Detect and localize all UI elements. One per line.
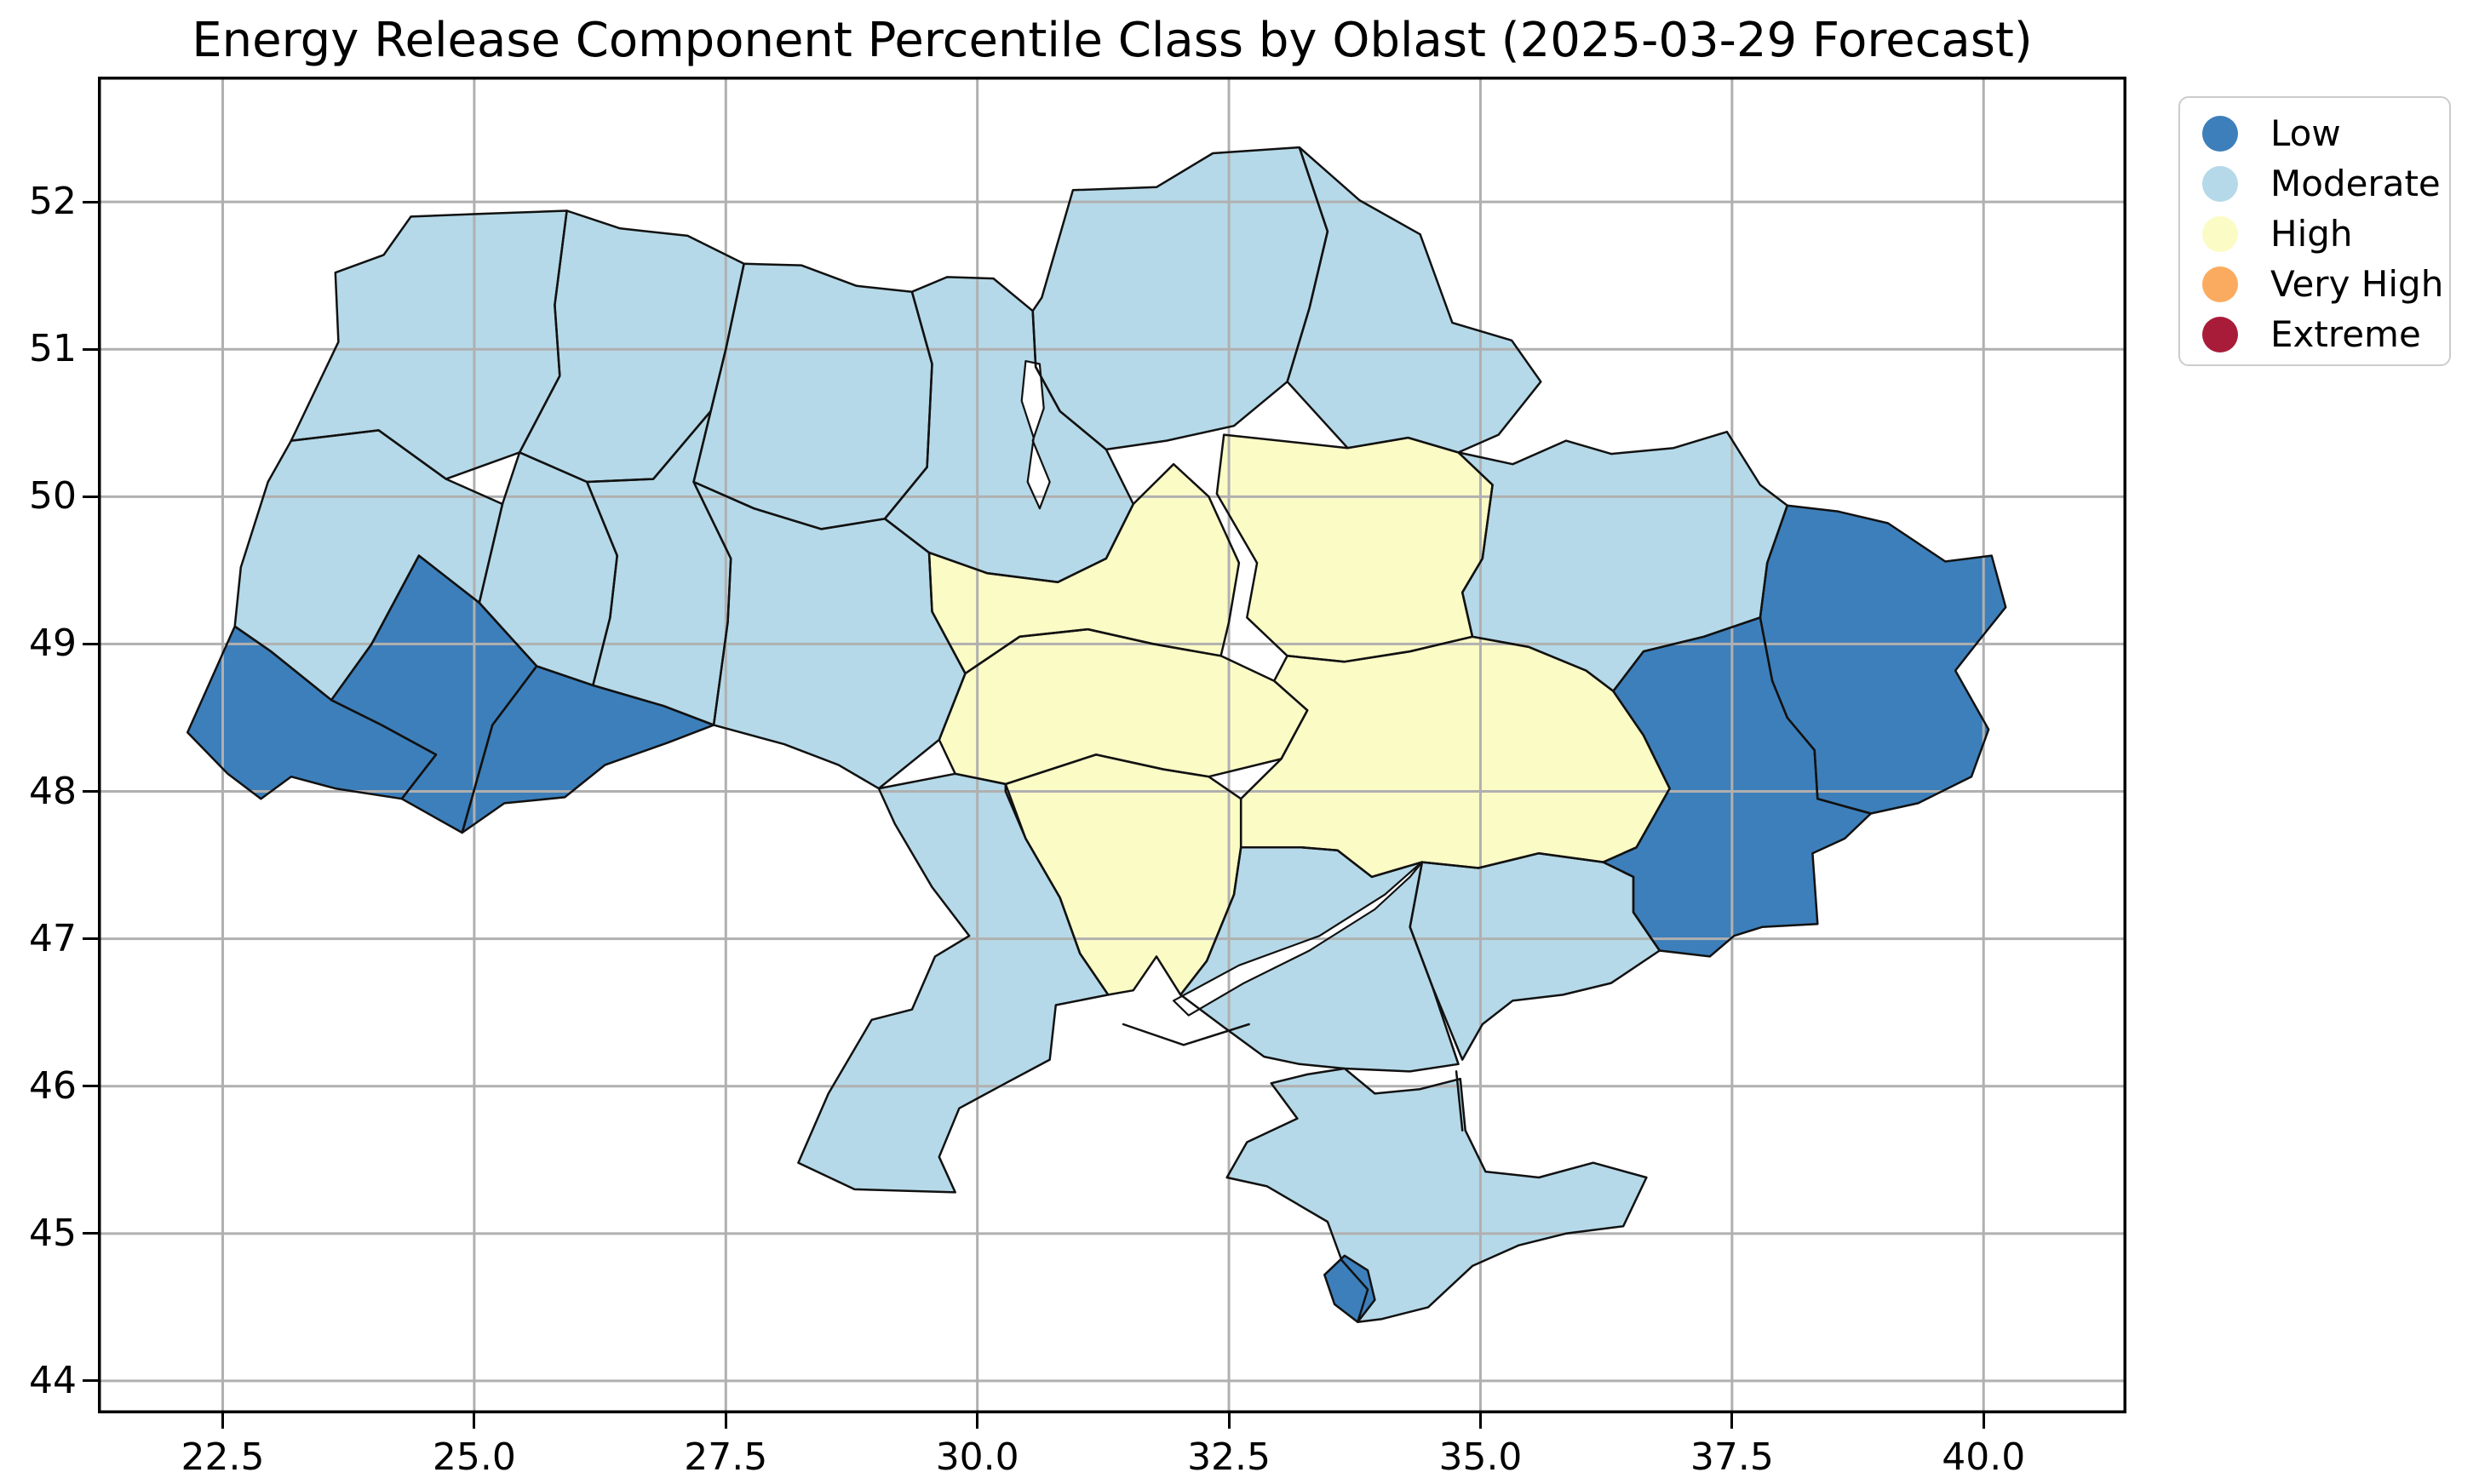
region-border-zaporizhzhia — [1409, 851, 1661, 1061]
x-tick-label: 27.5 — [684, 1435, 768, 1479]
region-dnipropetrovsk — [1241, 636, 1670, 877]
region-donetsk — [1603, 617, 1871, 957]
x-tick-label: 40.0 — [1942, 1435, 2026, 1479]
legend-label: High — [2270, 212, 2353, 255]
x-tick — [473, 1413, 476, 1429]
arabat-spit — [1455, 1070, 1464, 1132]
chart-title: Energy Release Component Percentile Clas… — [192, 13, 2033, 68]
legend-swatch-icon — [2202, 165, 2238, 202]
y-tick — [83, 1232, 98, 1235]
axes-frame — [98, 77, 2126, 1413]
y-tick-label: 46 — [29, 1063, 77, 1108]
y-tick-label: 48 — [29, 769, 77, 813]
y-tick-label: 44 — [29, 1358, 77, 1402]
lower-dnieper-outline — [1173, 861, 1423, 1017]
x-tick — [724, 1413, 727, 1429]
region-cherkasy — [929, 464, 1239, 673]
legend: Low Moderate High Very High Extreme — [2178, 96, 2451, 366]
legend-items: Low Moderate High Very High Extreme — [2180, 108, 2449, 359]
y-tick — [83, 642, 98, 645]
region-rivne — [519, 210, 744, 482]
y-tick — [83, 1085, 98, 1088]
x-tick-label: 35.0 — [1438, 1435, 1523, 1479]
region-border-odesa — [797, 772, 1110, 1194]
y-tick — [83, 347, 98, 351]
region-zakarpattia — [187, 626, 436, 799]
legend-item-low: Low — [2180, 108, 2449, 158]
y-tick-label: 47 — [29, 916, 77, 960]
legend-label: Low — [2270, 112, 2341, 154]
region-kyiv — [885, 277, 1133, 582]
region-khmelnytskyi — [587, 410, 732, 725]
region-kirovohrad — [938, 629, 1308, 784]
region-zhytomyr — [693, 263, 932, 530]
region-poltava — [1216, 434, 1493, 662]
region-border-luhansk — [1759, 504, 2007, 815]
legend-item-very-high: Very High — [2180, 259, 2449, 309]
x-tick-label: 22.5 — [181, 1435, 265, 1479]
legend-swatch-icon — [2202, 266, 2238, 302]
region-border-crimea — [1225, 1067, 1648, 1323]
region-mykolaiv — [1005, 754, 1242, 995]
legend-swatch-icon — [2202, 316, 2238, 352]
region-border-kherson — [1179, 846, 1460, 1073]
region-border-chernivtsi — [461, 665, 715, 834]
region-borders — [186, 146, 2007, 1323]
tendra-spit — [1122, 1023, 1250, 1046]
x-tick — [221, 1413, 224, 1429]
legend-label: Moderate — [2270, 162, 2441, 204]
y-tick-label: 52 — [29, 180, 77, 224]
legend-label: Very High — [2270, 262, 2444, 305]
y-tick — [83, 200, 98, 203]
region-luhansk — [1759, 505, 2006, 814]
x-tick — [1478, 1413, 1482, 1429]
region-border-sumy — [1286, 146, 1542, 454]
ukraine-choropleth-map — [98, 77, 2126, 1413]
region-odesa — [798, 773, 1109, 1193]
region-ternopil — [479, 452, 617, 685]
x-tick-label: 25.0 — [432, 1435, 516, 1479]
region-zaporizhzhia — [1409, 853, 1660, 1060]
legend-item-high: High — [2180, 209, 2449, 259]
legend-label: Extreme — [2270, 312, 2421, 355]
kyiv-reservoir-outline — [1020, 360, 1051, 510]
gridlines — [98, 77, 2126, 1413]
region-sumy — [1287, 147, 1541, 453]
x-tick — [1730, 1413, 1734, 1429]
y-tick — [83, 937, 98, 941]
legend-swatch-icon — [2202, 215, 2238, 252]
y-tick-label: 51 — [29, 327, 77, 371]
legend-swatch-icon — [2202, 115, 2238, 152]
x-tick-label: 32.5 — [1187, 1435, 1271, 1479]
y-tick-label: 45 — [29, 1211, 77, 1255]
region-vinnytsia — [693, 482, 966, 789]
x-tick-label: 30.0 — [935, 1435, 1019, 1479]
x-tick — [1227, 1413, 1231, 1429]
y-tick — [83, 495, 98, 498]
region-chernihiv — [1032, 147, 1328, 450]
x-tick-label: 37.5 — [1690, 1435, 1774, 1479]
plot-area: 22.5 25.0 27.5 30.0 32.5 35.0 37.5 40.0 44 45 46 47… — [29, 77, 2126, 1479]
y-tick-label: 50 — [29, 474, 77, 519]
legend-item-extreme: Extreme — [2180, 309, 2449, 359]
legend-item-moderate: Moderate — [2180, 158, 2449, 209]
y-tick-label: 49 — [29, 622, 77, 666]
region-kherson — [1180, 847, 1459, 1072]
x-tick — [1982, 1413, 1985, 1429]
x-tick — [976, 1413, 979, 1429]
region-crimea — [1226, 1069, 1647, 1322]
lower-dnieper — [1174, 862, 1422, 1016]
y-tick — [83, 1379, 98, 1383]
region-volyn — [290, 210, 567, 479]
y-tick — [83, 790, 98, 794]
region-border-sevastopol — [1323, 1254, 1376, 1323]
